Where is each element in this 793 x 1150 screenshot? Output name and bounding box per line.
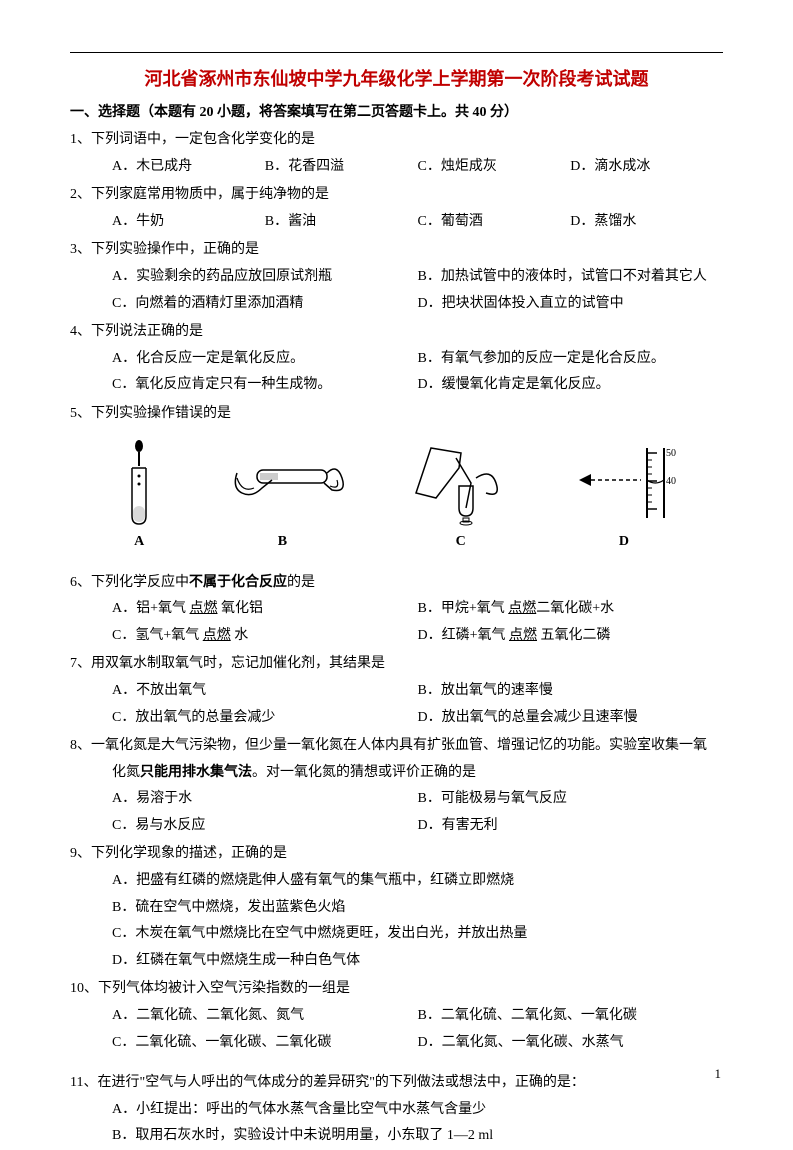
q7-stem: 7、用双氧水制取氧气时，忘记加催化剂，其结果是	[70, 651, 723, 678]
question-11: 11、在进行"空气与人呼出的气体成分的差异研究"的下列做法或想法中，正确的是： …	[70, 1070, 723, 1150]
q6-stem-post: 的是	[287, 575, 315, 590]
scale-40: 40	[666, 476, 676, 487]
q10-options: A．二氧化硫、二氧化氮、氮气 B．二氧化硫、二氧化氮、一氧化碳 C．二氧化硫、一…	[70, 1003, 723, 1056]
q8-stem-line2: 化氮只能用排水集气法。对一氧化氮的猜想或评价正确的是	[70, 760, 723, 787]
q2-opt-c: C．葡萄酒	[418, 209, 571, 236]
q10-opt-a: A．二氧化硫、二氧化氮、氮气	[112, 1003, 418, 1030]
q10-opt-c: C．二氧化硫、一氧化碳、二氧化碳	[112, 1030, 418, 1057]
q3-opt-b: B．加热试管中的液体时，试管口不对着其它人	[418, 264, 724, 291]
q7-opt-a: A．不放出氧气	[112, 678, 418, 705]
q4-opt-a: A．化合反应一定是氧化反应。	[112, 346, 418, 373]
q5-figures: A B C 50	[70, 438, 723, 550]
question-10: 10、下列气体均被计入空气污染指数的一组是 A．二氧化硫、二氧化氮、氮气 B．二…	[70, 976, 723, 1056]
figure-b: B	[212, 438, 352, 550]
exam-title: 河北省涿州市东仙坡中学九年级化学上学期第一次阶段考试试题	[70, 65, 723, 91]
dropper-tube-icon	[114, 438, 164, 528]
question-7: 7、用双氧水制取氧气时，忘记加催化剂，其结果是 A．不放出氧气 B．放出氧气的速…	[70, 651, 723, 731]
q11-stem: 11、在进行"空气与人呼出的气体成分的差异研究"的下列做法或想法中，正确的是：	[70, 1070, 723, 1097]
read-cylinder-icon: 50 40	[569, 438, 679, 528]
q9-stem: 9、下列化学现象的描述，正确的是	[70, 841, 723, 868]
q8-opt-a: A．易溶于水	[112, 786, 418, 813]
q2-stem: 2、下列家庭常用物质中，属于纯净物的是	[70, 182, 723, 209]
q6-opt-b: B．甲烷+氧气 点燃二氧化碳+水	[418, 596, 724, 623]
question-9: 9、下列化学现象的描述，正确的是 A．把盛有红磷的燃烧匙伸人盛有氧气的集气瓶中，…	[70, 841, 723, 974]
q1-options: A．木已成舟 B．花香四溢 C．烛炬成灰 D．滴水成冰	[70, 154, 723, 181]
q4-options: A．化合反应一定是氧化反应。 B．有氧气参加的反应一定是化合反应。 C．氧化反应…	[70, 346, 723, 399]
q3-opt-c: C．向燃着的酒精灯里添加酒精	[112, 291, 418, 318]
q6-opt-a: A．铝+氧气 点燃 氧化铝	[112, 596, 418, 623]
question-4: 4、下列说法正确的是 A．化合反应一定是氧化反应。 B．有氧气参加的反应一定是化…	[70, 319, 723, 399]
q6-stem: 6、下列化学反应中不属于化合反应的是	[70, 570, 723, 597]
question-1: 1、下列词语中，一定包含化学变化的是 A．木已成舟 B．花香四溢 C．烛炬成灰 …	[70, 127, 723, 180]
q7-options: A．不放出氧气 B．放出氧气的速率慢 C．放出氧气的总量会减少 D．放出氧气的总…	[70, 678, 723, 731]
q6-opt-d: D．红磷+氧气 点燃 五氧化二磷	[418, 623, 724, 650]
q8-opt-b: B．可能极易与氧气反应	[418, 786, 724, 813]
q11-opt-b: B．取用石灰水时，实验设计中未说明用量，小东取了 1—2 ml	[112, 1123, 723, 1150]
q6-stem-pre: 6、下列化学反应中	[70, 575, 189, 590]
question-6: 6、下列化学反应中不属于化合反应的是 A．铝+氧气 点燃 氧化铝 B．甲烷+氧气…	[70, 570, 723, 650]
q1-opt-c: C．烛炬成灰	[418, 154, 571, 181]
q3-opt-a: A．实验剩余的药品应放回原试剂瓶	[112, 264, 418, 291]
scale-50: 50	[666, 448, 676, 459]
q9-opt-a: A．把盛有红磷的燃烧匙伸人盛有氧气的集气瓶中，红磷立即燃烧	[112, 868, 723, 895]
fig-b-label: B	[212, 534, 352, 550]
q10-opt-d: D．二氧化氮、一氧化碳、水蒸气	[418, 1030, 724, 1057]
question-8: 8、一氧化氮是大气污染物，但少量一氧化氮在人体内具有扩张血管、增强记忆的功能。实…	[70, 733, 723, 839]
q11-opt-a: A．小红提出：呼出的气体水蒸气含量比空气中水蒸气含量少	[112, 1097, 723, 1124]
fig-c-label: C	[401, 534, 521, 550]
fig-d-label: D	[569, 534, 679, 550]
question-5: 5、下列实验操作错误的是	[70, 401, 723, 428]
q1-opt-b: B．花香四溢	[265, 154, 418, 181]
q4-stem: 4、下列说法正确的是	[70, 319, 723, 346]
heat-tube-icon	[212, 438, 352, 528]
q10-opt-b: B．二氧化硫、二氧化氮、一氧化碳	[418, 1003, 724, 1030]
q8-opt-c: C．易与水反应	[112, 813, 418, 840]
q9-opt-c: C．木炭在氧气中燃烧比在空气中燃烧更旺，发出白光，并放出热量	[112, 921, 723, 948]
q11-options: A．小红提出：呼出的气体水蒸气含量比空气中水蒸气含量少 B．取用石灰水时，实验设…	[70, 1097, 723, 1150]
page-number: 1	[715, 1066, 722, 1082]
q9-opt-d: D．红磷在氧气中燃烧生成一种白色气体	[112, 948, 723, 975]
q6-stem-bold: 不属于化合反应	[189, 575, 287, 590]
q7-opt-b: B．放出氧气的速率慢	[418, 678, 724, 705]
q1-opt-a: A．木已成舟	[112, 154, 265, 181]
section-header: 一、选择题（本题有 20 小题，将答案填写在第二页答题卡上。共 40 分）	[70, 101, 723, 121]
q6-options: A．铝+氧气 点燃 氧化铝 B．甲烷+氧气 点燃二氧化碳+水 C．氢气+氧气 点…	[70, 596, 723, 649]
figure-a: A	[114, 438, 164, 550]
q9-opt-b: B．硫在空气中燃烧，发出蓝紫色火焰	[112, 895, 723, 922]
q3-opt-d: D．把块状固体投入直立的试管中	[418, 291, 724, 318]
question-3: 3、下列实验操作中，正确的是 A．实验剩余的药品应放回原试剂瓶 B．加热试管中的…	[70, 237, 723, 317]
fig-a-label: A	[114, 534, 164, 550]
pour-bottle-icon	[401, 438, 521, 528]
q6-opt-c: C．氢气+氧气 点燃 水	[112, 623, 418, 650]
q10-stem: 10、下列气体均被计入空气污染指数的一组是	[70, 976, 723, 1003]
q8-stem-line1: 8、一氧化氮是大气污染物，但少量一氧化氮在人体内具有扩张血管、增强记忆的功能。实…	[70, 733, 723, 760]
q4-opt-c: C．氧化反应肯定只有一种生成物。	[112, 372, 418, 399]
q3-stem: 3、下列实验操作中，正确的是	[70, 237, 723, 264]
q2-opt-d: D．蒸馏水	[570, 209, 723, 236]
question-2: 2、下列家庭常用物质中，属于纯净物的是 A．牛奶 B．酱油 C．葡萄酒 D．蒸馏…	[70, 182, 723, 235]
q3-options: A．实验剩余的药品应放回原试剂瓶 B．加热试管中的液体时，试管口不对着其它人 C…	[70, 264, 723, 317]
q7-opt-d: D．放出氧气的总量会减少且速率慢	[418, 705, 724, 732]
q2-opt-b: B．酱油	[265, 209, 418, 236]
q9-options: A．把盛有红磷的燃烧匙伸人盛有氧气的集气瓶中，红磷立即燃烧 B．硫在空气中燃烧，…	[70, 868, 723, 974]
q8-opt-d: D．有害无利	[418, 813, 724, 840]
q2-opt-a: A．牛奶	[112, 209, 265, 236]
q2-options: A．牛奶 B．酱油 C．葡萄酒 D．蒸馏水	[70, 209, 723, 236]
q1-opt-d: D．滴水成冰	[570, 154, 723, 181]
q1-stem: 1、下列词语中，一定包含化学变化的是	[70, 127, 723, 154]
figure-c: C	[401, 438, 521, 550]
figure-d: 50 40 D	[569, 438, 679, 550]
q7-opt-c: C．放出氧气的总量会减少	[112, 705, 418, 732]
q5-stem: 5、下列实验操作错误的是	[70, 401, 723, 428]
q8-options: A．易溶于水 B．可能极易与氧气反应 C．易与水反应 D．有害无利	[70, 786, 723, 839]
page-top-rule	[70, 52, 723, 53]
q4-opt-d: D．缓慢氧化肯定是氧化反应。	[418, 372, 724, 399]
q4-opt-b: B．有氧气参加的反应一定是化合反应。	[418, 346, 724, 373]
